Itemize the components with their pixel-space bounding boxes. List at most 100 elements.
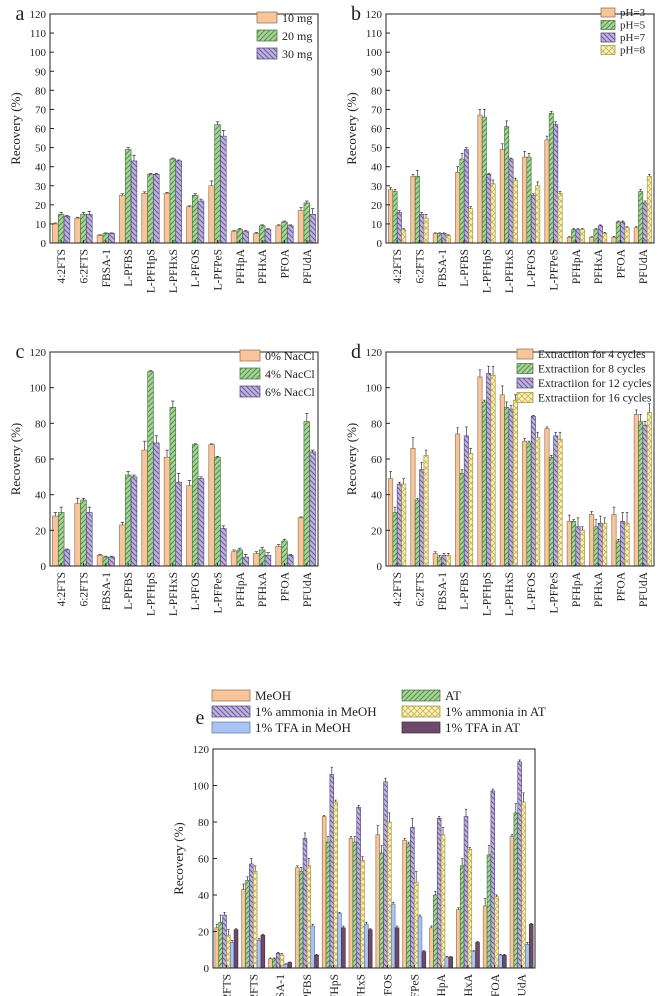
bar [348,838,354,969]
x-tick-label: L-PFPeS [409,974,421,996]
bar [526,442,532,567]
bar [463,435,469,567]
bar [522,156,528,244]
x-tick-label: PFHxA [257,571,269,607]
y-tick-label: 30 [371,181,383,193]
x-tick-label: 6:2FTS [415,249,427,284]
y-tick-label: 30 [35,181,47,193]
y-tick-label: 20 [198,927,210,939]
bar [275,546,282,567]
bar [448,956,453,969]
bar [57,214,65,244]
bar [325,841,331,969]
legend-label: AT [445,688,461,703]
bar [433,894,438,969]
bar [360,860,365,969]
y-tick-label: 40 [371,162,383,174]
bar [444,956,450,969]
y-tick-label: 60 [198,854,210,866]
bar [633,227,639,244]
x-tick-label: L-PFOS [190,249,202,287]
bar [468,453,474,567]
legend-label: Extractiion for 8 cycles [538,364,646,376]
bar [175,160,182,244]
bar [522,440,528,567]
bar [253,233,260,244]
legend-label: pH=8 [620,45,646,57]
bar [571,521,577,567]
x-tick-label: PFOA [490,973,502,996]
y-tick-label: 100 [30,383,47,395]
bar [108,233,115,244]
bar [624,522,630,567]
bar [508,158,514,244]
bar [281,540,288,567]
x-tick-label: PFUdA [302,248,314,284]
bar [417,916,423,969]
x-tick-label: L-PFBS [459,572,471,610]
bar [341,927,346,969]
bar [130,160,138,244]
bar [268,958,273,969]
bar [260,934,266,969]
bar [191,444,199,567]
x-tick-label: 4:2FTS [221,974,233,996]
legend: pH=3pH=5pH=7pH=8 [600,7,646,57]
bar [530,415,536,567]
bar [356,807,361,969]
bar [375,834,381,969]
x-tick-label: L-PFOS [526,249,538,287]
legend-label: MeOH [255,688,291,703]
bar [557,439,563,567]
bar [191,194,199,244]
bar [249,863,254,969]
x-tick-label: L-PFPeS [213,249,225,291]
x-tick-label: PFHpA [571,248,583,284]
bar [218,922,223,969]
legend: MeOH AT 1% ammonia in MeOH 1% ammonia in AT… [211,688,546,735]
bar [396,483,402,567]
x-axis: 4:2FTS 6:2FTS FBSA-1 L-PFBS L-PFHpS L-PFHxS L-… [392,563,650,616]
bar [475,942,480,969]
legend-swatch [516,377,534,389]
legend-label: 1% TFA in MeOH [255,720,351,735]
y-tick-label: 40 [35,162,47,174]
bar [593,229,599,244]
bar [445,554,451,567]
bar [419,214,425,244]
legend-label: 4% NacCl [265,367,315,381]
bar [512,399,518,567]
bar [455,433,461,567]
y-tick-label: 60 [35,454,47,466]
y-axis: 0 20 40 60 80 100 120 [30,347,54,573]
legend-swatch [401,721,441,734]
bar [329,774,335,969]
y-axis: 0 10 20 30 40 50 60 70 80 90 100 110 120 [30,9,54,250]
x-tick-label: L-PFHpS [146,249,158,293]
bar [508,408,514,567]
legend-swatch [256,47,278,60]
bar [436,818,442,969]
bar [230,231,238,244]
bar [63,215,71,244]
bar [602,522,608,567]
x-tick-label: PFOA [616,571,628,601]
bar [445,235,451,244]
bar [410,827,415,969]
bar [579,229,585,244]
bar [208,444,215,567]
legend-swatch [239,385,261,398]
legend-label: Extractiion for 12 cycles [538,378,652,390]
x-tick-label: 4:2FTS [56,572,68,607]
bar [421,951,427,969]
bar [141,449,148,567]
bar [429,927,434,969]
bar [124,474,132,567]
legend-swatch [600,20,616,30]
bar [108,556,115,567]
legend: 10 mg 20 mg 30 mg [256,11,312,61]
panel-letter: c [16,341,25,363]
series-4-naccl [57,370,311,567]
x-tick-label: L-PFHxS [168,572,180,616]
x-tick-label: PFHpA [571,571,583,607]
